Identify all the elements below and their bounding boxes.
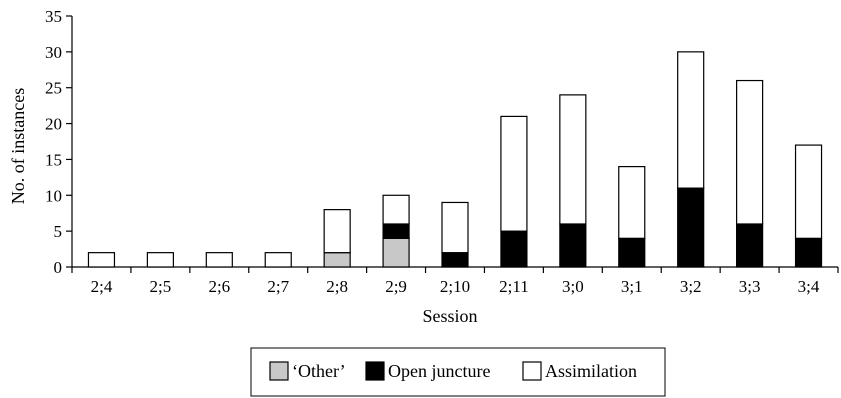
bar-segment-2-3 bbox=[264, 252, 292, 268]
x-axis: 2;4 2;5 2;6 2;7 2;8 2;9 2;10 2;11 3;0 3;1 3;2 3;3 3;… bbox=[71, 266, 839, 296]
bar-segment-1-9 bbox=[618, 237, 646, 268]
bar-segment-2-12 bbox=[794, 144, 823, 239]
x-tick-label: 3;3 bbox=[739, 277, 761, 296]
y-tick-label: 25 bbox=[45, 79, 62, 98]
bar-segment-2-4 bbox=[323, 209, 351, 254]
x-tick-label: 2;8 bbox=[326, 277, 348, 296]
x-tick-label: 2;10 bbox=[440, 277, 470, 296]
x-tick-label: 2;4 bbox=[91, 277, 113, 296]
y-tick-label: 35 bbox=[45, 7, 62, 26]
y-tick-label: 10 bbox=[45, 186, 62, 205]
x-tick-label: 3;4 bbox=[798, 277, 820, 296]
y-tick-label: 15 bbox=[45, 150, 62, 169]
bar-segment-2-10 bbox=[677, 51, 705, 189]
bar-segment-2-2 bbox=[205, 252, 233, 268]
x-tick-label: 2;7 bbox=[267, 277, 289, 296]
bar-segment-2-6 bbox=[441, 201, 469, 254]
legend-label-2: Assimilation bbox=[545, 361, 637, 381]
legend-label-0: ‘Other’ bbox=[292, 361, 346, 381]
y-tick-label: 5 bbox=[54, 222, 63, 241]
x-tick-label: 2;11 bbox=[499, 277, 529, 296]
legend-label-1: Open juncture bbox=[388, 361, 490, 381]
bar-segment-1-8 bbox=[559, 223, 587, 268]
x-tick-label: 3;2 bbox=[680, 277, 702, 296]
bar-segment-2-5 bbox=[382, 194, 410, 225]
y-tick-label: 0 bbox=[54, 258, 63, 277]
bar-segment-1-5 bbox=[382, 223, 410, 239]
bar-segment-1-7 bbox=[500, 230, 528, 268]
legend-box bbox=[250, 347, 666, 397]
legend-swatch-0 bbox=[269, 361, 289, 381]
bar-segment-2-0 bbox=[87, 252, 116, 268]
bar-segment-2-8 bbox=[559, 94, 587, 225]
legend: ‘Other’ Open juncture Assimilation bbox=[250, 347, 666, 397]
bar-segment-2-1 bbox=[146, 252, 174, 268]
y-tick-label: 20 bbox=[45, 115, 62, 134]
bars bbox=[87, 51, 823, 268]
y-tick-label: 30 bbox=[45, 43, 62, 62]
bar-segment-2-11 bbox=[736, 79, 764, 225]
legend-swatch-2 bbox=[522, 361, 542, 381]
bar-segment-1-10 bbox=[677, 187, 705, 268]
x-tick-label: 2;6 bbox=[208, 277, 230, 296]
y-axis-title: No. of instances bbox=[8, 88, 28, 204]
bar-segment-0-5 bbox=[382, 237, 410, 268]
bar-segment-1-12 bbox=[794, 237, 823, 268]
x-tick-label: 2;9 bbox=[385, 277, 407, 296]
bar-segment-2-9 bbox=[618, 166, 646, 239]
legend-swatch-1 bbox=[365, 361, 385, 381]
bar-segment-0-4 bbox=[323, 252, 351, 268]
bar-segment-1-11 bbox=[736, 223, 764, 268]
y-axis: 0 5 10 15 20 25 30 35 bbox=[45, 7, 73, 277]
x-tick-label: 2;5 bbox=[150, 277, 172, 296]
bar-segment-1-6 bbox=[441, 252, 469, 268]
bar-segment-2-7 bbox=[500, 115, 528, 232]
x-tick-label: 3;1 bbox=[621, 277, 643, 296]
x-tick-label: 3;0 bbox=[562, 277, 584, 296]
x-axis-title: Session bbox=[422, 306, 477, 326]
